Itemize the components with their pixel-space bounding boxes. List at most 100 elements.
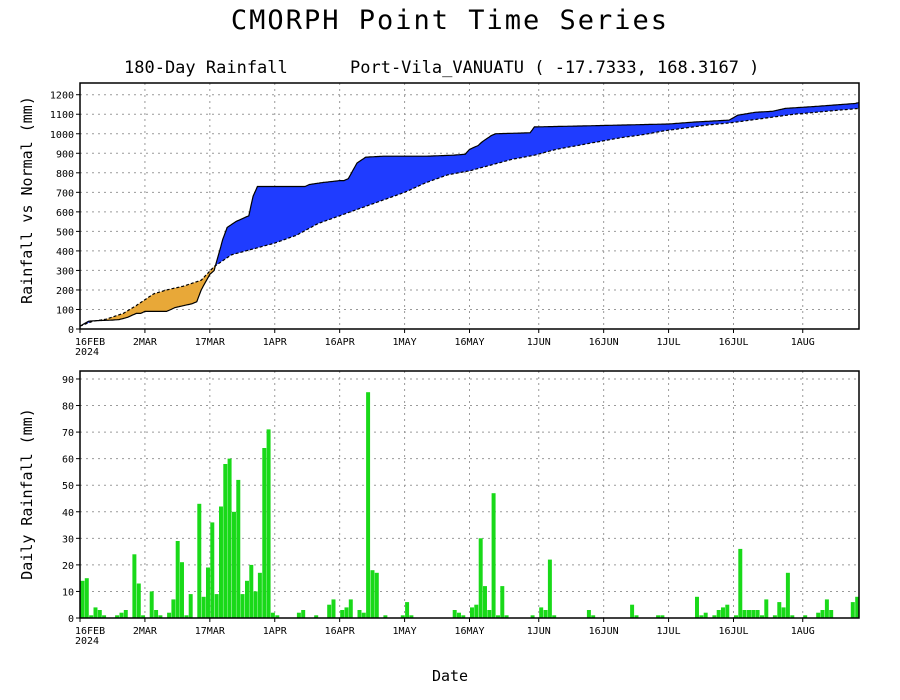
- daily-rain-bar: [219, 506, 223, 618]
- daily-rain-bar: [820, 610, 825, 618]
- daily-rain-bar: [123, 610, 128, 618]
- daily-rain-bar: [777, 602, 782, 618]
- daily-rain-bar: [331, 599, 336, 618]
- y-tick-label: 200: [56, 286, 74, 297]
- daily-rain-bar: [102, 615, 107, 618]
- daily-rain-bar: [764, 599, 769, 618]
- x-tick-label: 16MAY: [454, 337, 484, 348]
- daily-rain-bar: [366, 392, 371, 618]
- daily-rain-bar: [154, 610, 159, 618]
- daily-rain-bar: [725, 604, 730, 618]
- daily-rain-bar: [266, 429, 271, 618]
- daily-rain-bar: [340, 610, 345, 618]
- x-axis-label: Date: [432, 667, 468, 685]
- x-tick-label: 16APR: [325, 626, 356, 637]
- daily-rain-bar: [197, 503, 202, 618]
- daily-rain-bar: [547, 559, 552, 618]
- daily-rain-bar: [357, 610, 362, 618]
- x-tick-label: 1APR: [263, 337, 288, 348]
- actual-line: [79, 101, 860, 327]
- year-label: 2024: [75, 636, 99, 647]
- daily-rain-bar: [461, 615, 466, 618]
- daily-rain-bar: [586, 610, 591, 618]
- daily-rain-bar: [478, 538, 483, 618]
- daily-rain-bar: [712, 615, 717, 618]
- x-tick-label: 1AUG: [791, 626, 815, 637]
- x-tick-label: 16FEB: [75, 626, 105, 637]
- daily-rain-bar: [275, 615, 280, 618]
- daily-rain-bar: [301, 610, 306, 618]
- daily-rain-bar: [115, 615, 120, 618]
- daily-rain-bar: [474, 604, 479, 618]
- y-tick-label: 100: [56, 305, 74, 316]
- deficit-area: [97, 265, 216, 321]
- daily-rain-bar: [504, 615, 509, 618]
- x-tick-label: 17MAR: [195, 626, 226, 637]
- daily-rain-bar: [236, 479, 241, 618]
- daily-y-axis-label: Daily Rainfall (mm): [18, 408, 36, 580]
- daily-rain-bar: [760, 615, 764, 618]
- daily-rain-bar: [500, 586, 505, 618]
- figure-title: CMORPH Point Time Series: [231, 5, 669, 36]
- daily-rain-bar: [344, 607, 349, 618]
- daily-rain-bar: [370, 570, 375, 618]
- daily-rain-bar: [656, 615, 661, 618]
- y-tick-label: 1000: [50, 130, 74, 141]
- x-tick-label: 2MAR: [133, 626, 158, 637]
- daily-rain-bar: [180, 562, 184, 618]
- daily-rain-bar: [452, 610, 457, 618]
- y-tick-label: 60: [62, 455, 74, 466]
- daily-rain-bar: [188, 594, 193, 618]
- daily-rain-bar: [747, 610, 751, 618]
- daily-rain-bar: [227, 458, 232, 618]
- daily-rain-bar: [738, 548, 743, 618]
- x-tick-label: 17MAR: [195, 337, 226, 348]
- daily-rain-bar: [136, 583, 141, 618]
- daily-rain-bar: [790, 615, 795, 618]
- x-tick-label: 1AUG: [791, 337, 815, 348]
- y-tick-label: 600: [56, 208, 74, 219]
- y-tick-label: 700: [56, 188, 74, 199]
- daily-rain-bar: [232, 511, 236, 618]
- daily-rain-bar: [201, 596, 206, 618]
- x-tick-label: 16JUN: [589, 337, 619, 348]
- daily-rain-bar: [483, 586, 487, 618]
- y-tick-label: 900: [56, 149, 74, 160]
- daily-rain-bar: [171, 599, 176, 618]
- daily-rain-bar: [734, 615, 738, 618]
- x-tick-label: 16MAY: [454, 626, 484, 637]
- daily-rain-bar: [470, 607, 474, 618]
- y-tick-label: 1100: [50, 110, 74, 121]
- daily-rain-bar: [457, 612, 461, 618]
- daily-rain-bar: [634, 615, 639, 618]
- daily-rain-bar: [141, 615, 146, 618]
- daily-rain-bar: [630, 604, 635, 618]
- cumulative-y-axis-label: Rainfall vs Normal (mm): [18, 96, 36, 304]
- daily-rain-bar: [755, 610, 760, 618]
- daily-rain-bar: [530, 615, 535, 618]
- daily-rain-bar: [400, 615, 405, 618]
- daily-rain-bar: [327, 604, 332, 618]
- y-tick-label: 500: [56, 227, 74, 238]
- y-tick-label: 40: [62, 508, 74, 519]
- x-tick-label: 1JUL: [657, 337, 681, 348]
- daily-rain-bar: [591, 615, 596, 618]
- daily-rain-bar: [824, 599, 829, 618]
- daily-rain-bar: [214, 594, 219, 618]
- daily-rain-bar: [314, 615, 319, 618]
- daily-rain-bar: [93, 607, 98, 618]
- y-tick-label: 1200: [50, 91, 74, 102]
- daily-rain-bar: [240, 594, 245, 618]
- subtitle-left: 180-Day Rainfall: [124, 58, 288, 78]
- daily-rain-bar: [167, 612, 172, 618]
- daily-rain-bar: [785, 572, 790, 618]
- daily-rain-bar: [374, 572, 379, 618]
- daily-rain-bar: [850, 602, 855, 618]
- y-tick-label: 10: [62, 587, 74, 598]
- daily-rain-bar: [80, 580, 85, 618]
- x-tick-label: 16JUN: [589, 626, 619, 637]
- daily-rain-bar: [539, 607, 544, 618]
- daily-rain-bar: [660, 615, 665, 618]
- cumulative-chart: 0 100 200 300 400 500 600 700 800 900 1000 1100 1200…: [18, 82, 860, 358]
